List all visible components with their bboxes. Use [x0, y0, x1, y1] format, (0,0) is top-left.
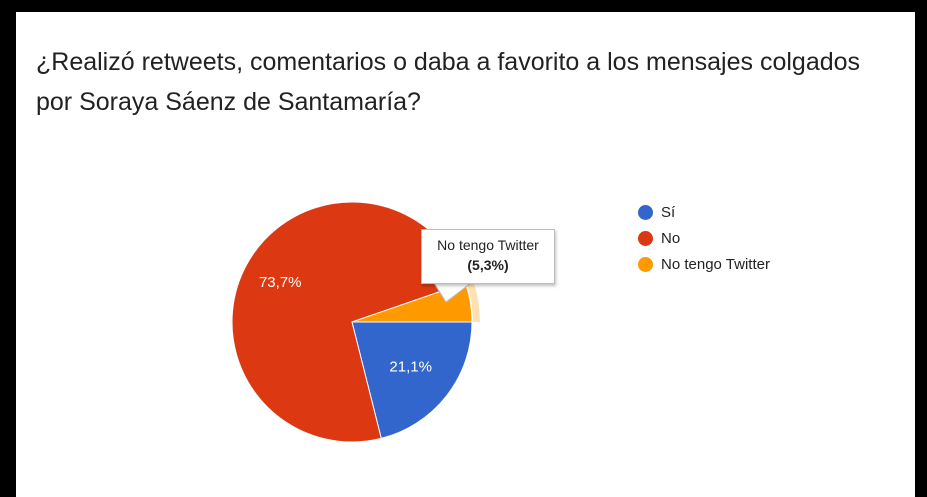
- tooltip-value: (5,3%): [467, 257, 509, 273]
- chart-legend: Sí No No tengo Twitter: [638, 199, 770, 277]
- pie-slice-highlight: [466, 280, 480, 322]
- pie-slice-no[interactable]: [231, 201, 467, 443]
- legend-swatch-si: [638, 204, 653, 220]
- pie-chart: 21,1% 73,7%: [231, 201, 480, 443]
- legend-label-si: Sí: [661, 203, 676, 221]
- legend-label-no-tengo-twitter: No tengo Twitter: [661, 255, 770, 273]
- legend-item-si[interactable]: Sí: [638, 199, 770, 225]
- slice-tooltip: No tengo Twitter (5,3%): [421, 229, 555, 284]
- chart-title: ¿Realizó retweets, comentarios o daba a …: [36, 48, 861, 116]
- legend-label-no: No: [661, 229, 681, 247]
- slice-label-no: 73,7%: [259, 274, 302, 291]
- legend-swatch-no: [638, 230, 653, 246]
- legend-swatch-no-tengo-twitter: [638, 256, 653, 272]
- pie-slice-si[interactable]: [351, 321, 473, 439]
- legend-item-no-tengo-twitter[interactable]: No tengo Twitter: [638, 251, 770, 277]
- legend-item-no[interactable]: No: [638, 225, 770, 251]
- tooltip-label: No tengo Twitter: [437, 237, 539, 253]
- chart-frame: ¿Realizó retweets, comentarios o daba a …: [16, 12, 915, 497]
- slice-label-si: 21,1%: [389, 359, 432, 376]
